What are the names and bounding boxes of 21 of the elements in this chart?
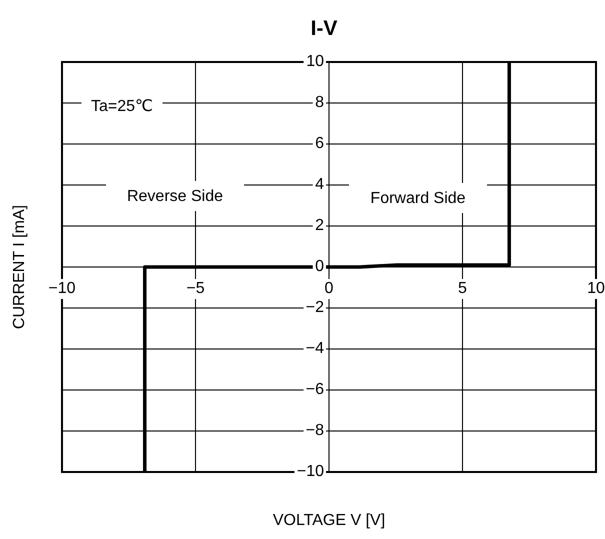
y-axis-title: CURRENT I [mA] — [11, 204, 28, 330]
y-tick-label: 6 — [315, 135, 324, 152]
annotation: Ta=25℃ — [90, 98, 154, 116]
y-tick-label: 0 — [315, 258, 324, 276]
y-tick-label: 8 — [315, 94, 324, 112]
y-tick-label: −6 — [306, 381, 324, 398]
chart-title: I-V — [310, 17, 338, 40]
annotation: Forward Side — [370, 190, 466, 208]
x-tick-label: −5 — [186, 280, 205, 298]
x-tick-label: 10 — [587, 280, 605, 298]
y-tick-label: −8 — [306, 422, 324, 440]
annotation: Reverse Side — [126, 188, 224, 206]
y-tick-label: 4 — [315, 176, 324, 194]
y-tick-label: 2 — [315, 217, 324, 234]
y-tick-label: −10 — [296, 463, 324, 480]
x-axis-title: VOLTAGE V [V] — [272, 512, 386, 529]
y-tick-label: −2 — [306, 299, 324, 316]
x-tick-label: −10 — [48, 280, 76, 298]
x-tick-label: 5 — [458, 280, 468, 298]
y-tick-label: −4 — [306, 340, 324, 358]
y-tick-label: 10 — [306, 53, 324, 70]
